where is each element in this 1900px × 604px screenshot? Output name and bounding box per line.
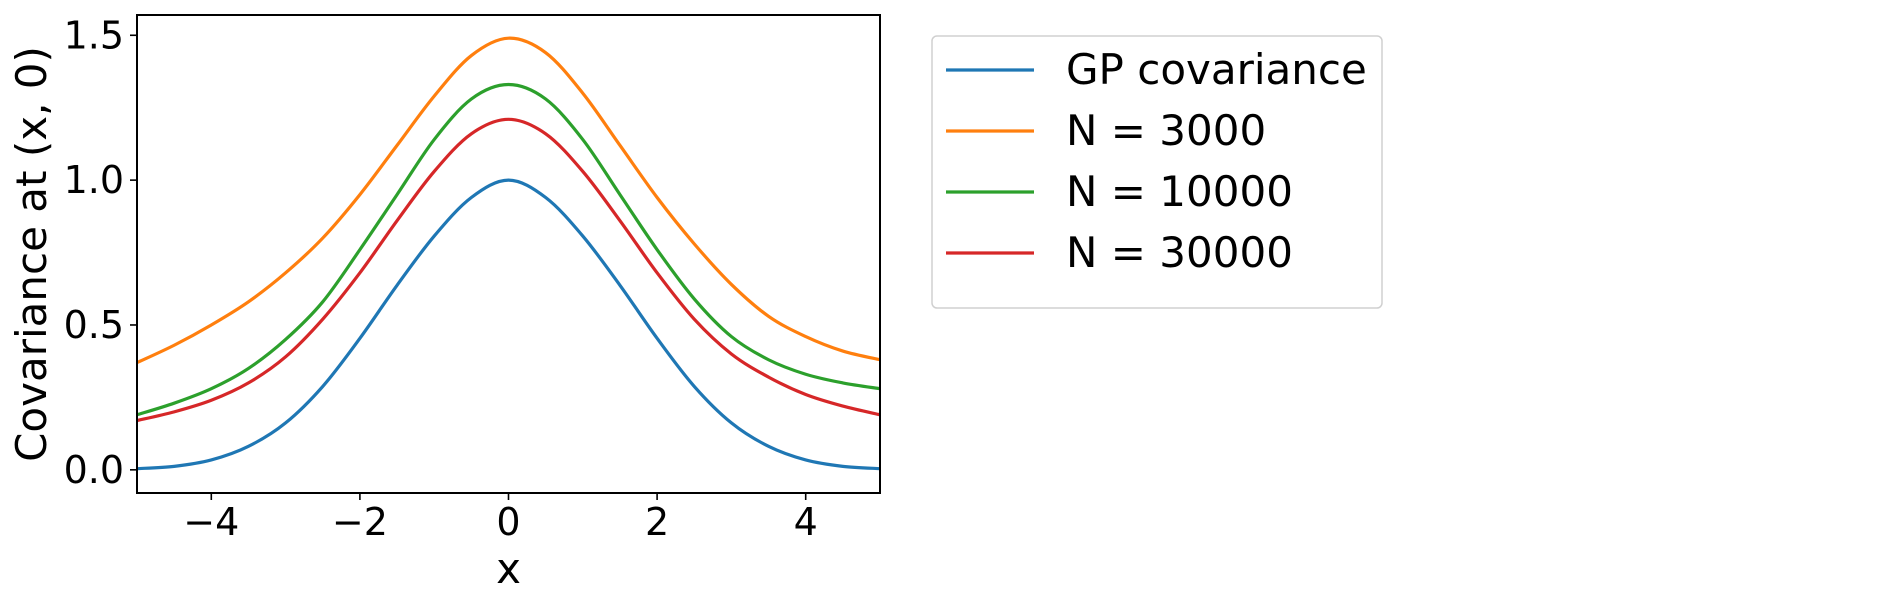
y-axis-label: Covariance at (x, 0) bbox=[7, 46, 56, 462]
series-line-3 bbox=[137, 117, 880, 423]
y-tick-label: 0.5 bbox=[64, 303, 124, 347]
y-tick-label: 0.0 bbox=[64, 448, 124, 492]
series-line-1 bbox=[137, 36, 880, 365]
x-tick-label: 0 bbox=[496, 500, 520, 544]
y-tick-label: 1.0 bbox=[64, 158, 124, 202]
plot-area bbox=[137, 36, 880, 471]
series-lines bbox=[137, 36, 880, 471]
series-line-0 bbox=[137, 178, 880, 471]
x-tick-label: −2 bbox=[332, 500, 388, 544]
x-axis-label: x bbox=[496, 544, 521, 593]
legend-label-1: N = 3000 bbox=[1066, 106, 1266, 155]
legend-frame bbox=[931, 35, 1383, 309]
legend-label-0: GP covariance bbox=[1066, 45, 1367, 94]
legend-label-2: N = 10000 bbox=[1066, 167, 1293, 216]
x-tick-label: 2 bbox=[645, 500, 669, 544]
axes-frame bbox=[136, 14, 881, 494]
legend-label-3: N = 30000 bbox=[1066, 228, 1293, 277]
legend: GP covariance N = 3000 N = 10000 N = 30000 bbox=[931, 35, 1383, 309]
series-line-2 bbox=[137, 82, 880, 417]
x-tick-label: −4 bbox=[183, 500, 239, 544]
y-tick-label: 1.5 bbox=[64, 13, 124, 57]
axes: −4 −2 0 2 4 0.0 0.5 1.0 1.5 x Covariance at (x, 0) bbox=[7, 13, 881, 593]
x-tick-label: 4 bbox=[794, 500, 818, 544]
